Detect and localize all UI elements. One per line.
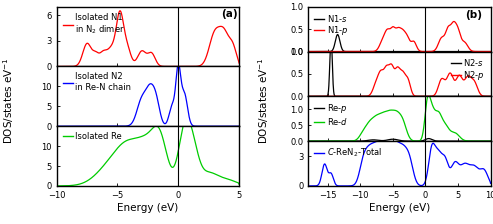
Legend: Isolated Re: Isolated Re — [61, 130, 123, 143]
Text: (b): (b) — [465, 10, 482, 20]
Legend: Re-$p$, Re-$d$: Re-$p$, Re-$d$ — [313, 101, 350, 128]
Text: DOS/states eV$^{-1}$: DOS/states eV$^{-1}$ — [1, 57, 16, 144]
X-axis label: Energy (eV): Energy (eV) — [369, 202, 430, 213]
Legend: Isolated N1
in N$_2$ dimer: Isolated N1 in N$_2$ dimer — [61, 11, 126, 37]
Legend: $C$-ReN$_2$-Total: $C$-ReN$_2$-Total — [313, 145, 384, 161]
X-axis label: Energy (eV): Energy (eV) — [117, 202, 178, 213]
Text: DOS/states eV$^{-1}$: DOS/states eV$^{-1}$ — [256, 57, 271, 144]
Text: (a): (a) — [221, 9, 237, 19]
Legend: N2-$s$, N2-$p$: N2-$s$, N2-$p$ — [449, 56, 487, 83]
Legend: N1-$s$, N1-$p$: N1-$s$, N1-$p$ — [313, 11, 350, 39]
Legend: Isolated N2
in Re-N chain: Isolated N2 in Re-N chain — [61, 71, 133, 93]
